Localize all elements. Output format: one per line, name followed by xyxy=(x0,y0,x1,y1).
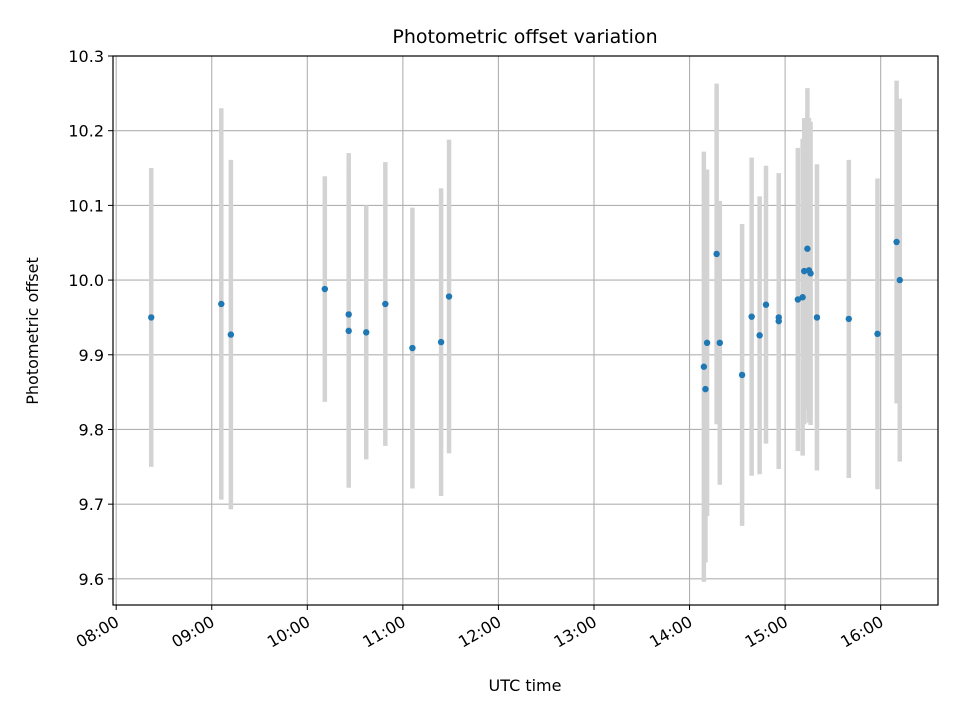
data-point xyxy=(804,245,811,252)
data-point xyxy=(382,300,389,308)
grid xyxy=(113,55,938,605)
data-point xyxy=(896,276,903,284)
plot-frame xyxy=(112,55,939,606)
data-point xyxy=(218,300,225,308)
y-tick-label: 9.9 xyxy=(79,346,104,365)
chart-title: Photometric offset variation xyxy=(392,26,657,48)
x-tick-label: 08:00 xyxy=(73,612,122,652)
data-point xyxy=(702,385,709,393)
data-point xyxy=(363,329,370,336)
data-point xyxy=(762,301,770,308)
y-axis-label: Photometric offset xyxy=(23,257,42,405)
x-tick-label: 10:00 xyxy=(264,612,313,652)
data-point xyxy=(700,363,708,370)
x-tick-label: 11:00 xyxy=(359,612,408,652)
x-tick-label: 14:00 xyxy=(646,612,695,652)
data-point xyxy=(703,339,711,347)
data-point xyxy=(148,314,155,321)
data-point xyxy=(845,315,853,323)
data-points xyxy=(148,238,903,393)
data-point xyxy=(321,285,329,293)
x-tick-label: 15:00 xyxy=(742,612,791,652)
y-tick-label: 10.3 xyxy=(68,47,104,66)
data-point xyxy=(345,311,352,318)
data-point xyxy=(893,238,900,246)
y-axis-ticks: 9.6 9.7 9.8 9.9 10.0 10.1 10.2 10.3 xyxy=(68,47,113,589)
data-point xyxy=(227,331,235,338)
x-tick-label: 12:00 xyxy=(455,612,504,652)
data-point xyxy=(716,339,724,347)
data-point xyxy=(794,296,802,303)
x-tick-label: 13:00 xyxy=(551,612,600,652)
data-point xyxy=(437,338,445,346)
data-point xyxy=(756,332,763,339)
x-axis-label: UTC time xyxy=(489,676,562,695)
data-point xyxy=(801,267,808,275)
data-point xyxy=(775,317,782,325)
data-point xyxy=(345,327,352,335)
data-point xyxy=(807,270,814,277)
data-point xyxy=(713,250,720,258)
y-tick-label: 9.8 xyxy=(79,420,104,439)
y-tick-label: 10.1 xyxy=(68,196,104,215)
x-tick-label: 09:00 xyxy=(168,612,217,652)
data-point xyxy=(799,294,806,301)
data-point xyxy=(813,314,821,321)
data-point xyxy=(748,313,755,320)
y-tick-label: 10.0 xyxy=(68,271,104,290)
x-axis-ticks: 08:00 09:00 10:00 11:00 12:00 13:00 14:00 15:00… xyxy=(73,605,887,652)
error-bars xyxy=(148,80,903,582)
data-point xyxy=(738,371,746,379)
y-tick-label: 9.7 xyxy=(79,495,104,514)
data-point xyxy=(874,330,881,338)
y-tick-label: 10.2 xyxy=(68,122,104,141)
data-point xyxy=(409,344,416,352)
y-tick-label: 9.6 xyxy=(79,570,104,589)
x-tick-label: 16:00 xyxy=(837,612,886,652)
data-point xyxy=(445,293,453,300)
